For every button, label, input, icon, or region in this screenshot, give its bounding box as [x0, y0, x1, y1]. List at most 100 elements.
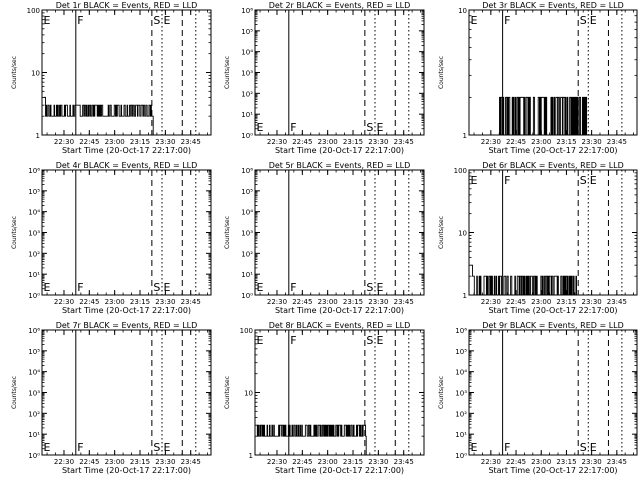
x-tick-label: 23:15	[343, 458, 363, 466]
marker-label: E	[163, 441, 170, 454]
y-tick-label: 100	[454, 167, 467, 175]
panel-4: Det 4r BLACK = Events, RED = LLD 10⁰ 10¹ 10…	[11, 161, 212, 315]
panel-title: Det 5r BLACK = Events, RED = LLD	[269, 161, 411, 170]
marker-label: E	[163, 281, 170, 294]
marker-label: E	[590, 14, 597, 27]
x-tick-label: 23:00	[105, 298, 125, 306]
panel-title: Det 3r BLACK = Events, RED = LLD	[482, 1, 624, 10]
y-axis-label: Counts/sec	[438, 376, 445, 409]
x-tick-label: 22:45	[79, 298, 99, 306]
panel-title: Det 1r BLACK = Events, RED = LLD	[56, 1, 198, 10]
marker-label: F	[504, 441, 510, 454]
marker-label: E	[163, 14, 170, 27]
x-tick-label: 22:30	[267, 298, 287, 306]
y-tick-label: 10¹	[455, 431, 467, 439]
y-tick-label: 10²	[455, 410, 467, 418]
marker-label: F	[77, 14, 83, 27]
x-tick-label: 23:30	[368, 458, 388, 466]
series-events	[256, 424, 367, 455]
marker-label: E	[257, 281, 264, 294]
y-tick-label: 10¹	[28, 271, 40, 279]
marker-label: E	[44, 441, 51, 454]
marker-label: F	[290, 334, 296, 347]
marker-label: F	[504, 14, 510, 27]
marker-label: S	[580, 14, 587, 27]
marker-label: E	[471, 14, 478, 27]
y-tick-label: 10⁵	[28, 348, 40, 356]
y-tick-label: 10⁵	[455, 348, 467, 356]
y-tick-label: 10³	[455, 390, 467, 398]
y-tick-label: 10⁴	[28, 209, 40, 217]
plot-frame	[41, 329, 212, 456]
x-tick-label: 22:45	[292, 458, 312, 466]
x-tick-label: 23:15	[556, 138, 576, 146]
y-tick-label: 10²	[241, 250, 253, 258]
y-axis-label: Counts/sec	[438, 216, 445, 249]
y-axis-label: Counts/sec	[224, 56, 231, 89]
series-events	[498, 96, 588, 136]
x-axis-label: Start Time (20-Oct-17 22:17:00)	[488, 146, 617, 155]
y-tick-label: 100	[240, 327, 253, 335]
panel-8: Det 8r BLACK = Events, RED = LLD 1 10 100 22…	[224, 321, 425, 475]
x-tick-label: 23:30	[582, 458, 602, 466]
x-axis-label: Start Time (20-Oct-17 22:17:00)	[62, 146, 191, 155]
y-tick-label: 10	[31, 70, 40, 78]
x-tick-label: 22:30	[481, 138, 501, 146]
marker-label: E	[44, 281, 51, 294]
plot-frame	[468, 329, 638, 456]
y-tick-label: 10⁶	[28, 327, 40, 335]
series-events	[470, 264, 580, 296]
x-tick-label: 22:30	[267, 458, 287, 466]
panel-2: Det 2r BLACK = Events, RED = LLD 10⁰ 10¹ 10…	[224, 1, 425, 155]
y-axis-label: Counts/sec	[438, 56, 445, 89]
x-tick-label: 22:45	[506, 298, 526, 306]
y-tick-label: 10⁶	[28, 167, 40, 175]
x-tick-label: 23:15	[343, 298, 363, 306]
x-tick-label: 22:45	[79, 138, 99, 146]
marker-label: S	[153, 281, 160, 294]
y-tick-label: 10⁰	[28, 452, 40, 460]
panel-title: Det 8r BLACK = Events, RED = LLD	[269, 321, 411, 330]
y-tick-label: 10⁵	[241, 28, 253, 36]
x-tick-label: 23:45	[394, 138, 414, 146]
y-tick-label: 1	[463, 132, 467, 140]
x-tick-label: 23:00	[531, 298, 551, 306]
series-events	[43, 96, 154, 135]
x-tick-label: 23:00	[318, 138, 338, 146]
y-axis-label: Counts/sec	[11, 376, 18, 409]
marker-label: E	[257, 334, 264, 347]
x-axis-label: Start Time (20-Oct-17 22:17:00)	[275, 306, 404, 315]
y-tick-label: 10⁰	[241, 132, 253, 140]
y-tick-label: 10⁴	[455, 369, 467, 377]
y-tick-label: 10⁰	[455, 452, 467, 460]
y-tick-label: 10	[458, 230, 467, 238]
x-tick-label: 23:45	[607, 458, 627, 466]
y-tick-label: 1	[463, 292, 467, 300]
y-tick-label: 10⁰	[241, 292, 253, 300]
plot-frame	[254, 329, 425, 456]
x-tick-label: 23:00	[105, 138, 125, 146]
marker-label: E	[44, 14, 51, 27]
x-tick-label: 23:45	[394, 458, 414, 466]
x-tick-label: 23:45	[181, 298, 201, 306]
y-tick-label: 10³	[28, 390, 40, 398]
panel-5: Det 5r BLACK = Events, RED = LLD 10⁰ 10¹ 10…	[224, 161, 425, 315]
plot-frame	[254, 169, 425, 296]
marker-label: S	[153, 14, 160, 27]
x-axis-label: Start Time (20-Oct-17 22:17:00)	[62, 466, 191, 475]
marker-label: S	[580, 441, 587, 454]
x-tick-label: 22:45	[292, 138, 312, 146]
plot-frame	[41, 169, 212, 296]
y-tick-label: 10⁴	[28, 369, 40, 377]
panel-9: Det 9r BLACK = Events, RED = LLD 10⁰ 10¹ 10…	[438, 321, 638, 475]
x-tick-label: 23:45	[607, 138, 627, 146]
plot-frame	[254, 9, 425, 136]
marker-label: F	[290, 121, 296, 134]
x-axis-label: Start Time (20-Oct-17 22:17:00)	[275, 146, 404, 155]
x-tick-label: 22:30	[54, 298, 74, 306]
x-tick-label: 23:15	[130, 458, 150, 466]
x-tick-label: 22:45	[79, 458, 99, 466]
y-tick-label: 10¹	[28, 431, 40, 439]
x-tick-label: 23:45	[181, 138, 201, 146]
